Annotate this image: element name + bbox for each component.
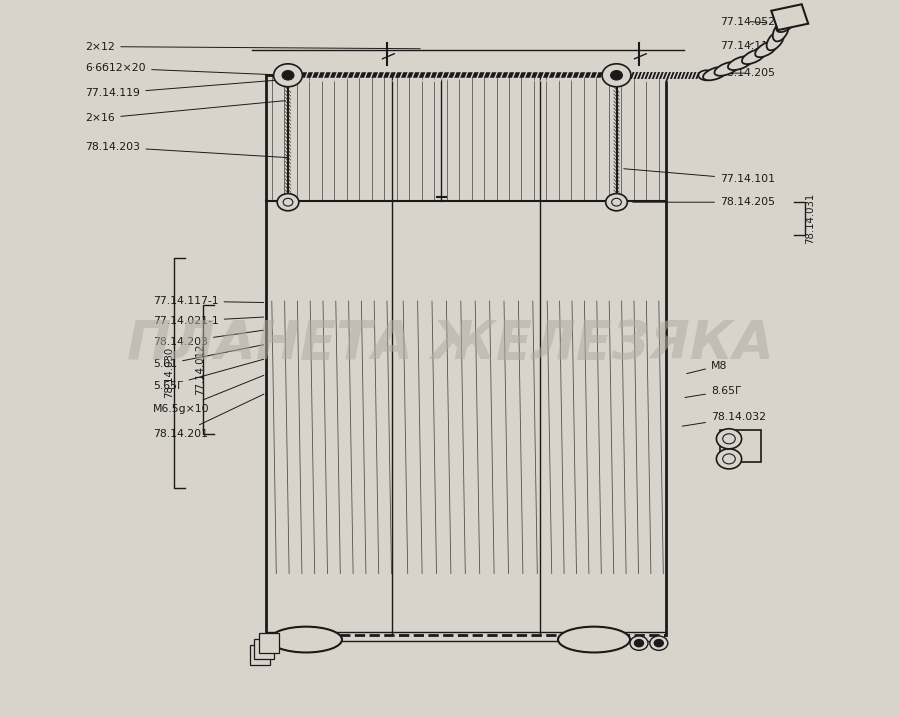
Circle shape xyxy=(602,64,631,87)
Text: 8.65Г: 8.65Г xyxy=(685,386,742,397)
Circle shape xyxy=(650,636,668,650)
Ellipse shape xyxy=(558,627,630,652)
Text: 77.14.012: 77.14.012 xyxy=(194,343,205,395)
Text: 78.14.030: 78.14.030 xyxy=(164,347,175,399)
Circle shape xyxy=(606,194,627,211)
Ellipse shape xyxy=(270,627,342,652)
Circle shape xyxy=(723,454,735,464)
Bar xyxy=(259,633,279,653)
Text: 78.14.205: 78.14.205 xyxy=(720,68,775,78)
Text: 78.14.205: 78.14.205 xyxy=(633,197,775,207)
Text: 5.65Г: 5.65Г xyxy=(153,359,264,391)
Text: 5.01: 5.01 xyxy=(153,345,264,369)
Text: 78.14.201: 78.14.201 xyxy=(153,394,264,439)
Circle shape xyxy=(716,449,742,469)
Ellipse shape xyxy=(715,62,739,76)
Ellipse shape xyxy=(767,31,784,50)
Ellipse shape xyxy=(728,56,752,70)
Text: 78.14.203: 78.14.203 xyxy=(86,142,287,158)
Text: М6.5g×10: М6.5g×10 xyxy=(153,375,264,414)
Ellipse shape xyxy=(703,67,728,80)
Ellipse shape xyxy=(742,49,766,64)
Ellipse shape xyxy=(698,70,715,80)
Circle shape xyxy=(274,64,302,87)
Text: 78.14.031: 78.14.031 xyxy=(806,193,815,244)
Text: 78.14.203: 78.14.203 xyxy=(153,331,264,347)
Text: 77.14.117-1: 77.14.117-1 xyxy=(153,296,264,306)
Circle shape xyxy=(277,194,299,211)
Text: 77.14.119: 77.14.119 xyxy=(86,79,291,98)
Text: М8: М8 xyxy=(687,361,727,374)
Ellipse shape xyxy=(755,41,778,57)
Bar xyxy=(249,645,270,665)
Text: 77.14.021-1: 77.14.021-1 xyxy=(153,316,264,326)
Circle shape xyxy=(283,71,293,80)
Circle shape xyxy=(716,429,742,449)
Bar xyxy=(771,4,808,30)
Text: 6·6б12×20: 6·6б12×20 xyxy=(86,63,285,75)
Text: ПЛАНЕТА ЖЕЛЕЗЯКА: ПЛАНЕТА ЖЕЛЕЗЯКА xyxy=(127,318,773,370)
Circle shape xyxy=(612,199,621,206)
Bar xyxy=(254,639,274,659)
Text: 77.14.101: 77.14.101 xyxy=(624,168,775,184)
Circle shape xyxy=(611,71,622,80)
Circle shape xyxy=(723,434,735,444)
Circle shape xyxy=(630,636,648,650)
Circle shape xyxy=(634,640,644,647)
Text: 77.14.052: 77.14.052 xyxy=(720,16,775,27)
Circle shape xyxy=(654,640,663,647)
Ellipse shape xyxy=(773,21,788,42)
Text: 2×16: 2×16 xyxy=(86,100,285,123)
Text: 77.14.118: 77.14.118 xyxy=(720,41,775,51)
Ellipse shape xyxy=(777,14,797,32)
Text: 78.14.032: 78.14.032 xyxy=(682,412,766,426)
Circle shape xyxy=(284,199,292,206)
Text: 2×12: 2×12 xyxy=(86,42,420,52)
Bar xyxy=(720,430,760,462)
